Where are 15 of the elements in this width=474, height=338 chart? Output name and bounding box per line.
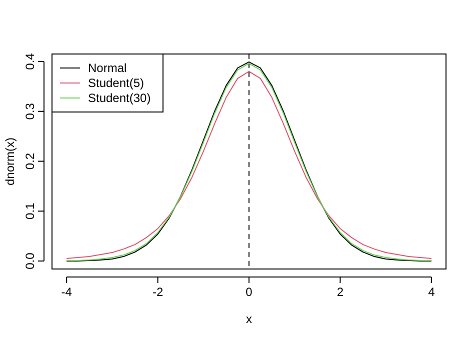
legend-label: Normal [88,61,127,75]
y-axis-title: dnorm(x) [3,137,17,186]
y-tick-label: 0.0 [23,252,37,270]
legend-label: Student(30) [88,91,151,105]
y-tick-label: 0.4 [23,52,37,70]
y-tick-label: 0.2 [23,152,37,170]
x-tick-label: -4 [61,285,72,299]
x-tick-label: -2 [152,285,164,299]
x-tick-label: 2 [336,285,344,299]
x-axis-title: x [246,312,252,326]
x-tick-label: 0 [246,285,253,299]
x-tick-label: 4 [428,285,436,299]
y-tick-label: 0.3 [23,102,37,120]
y-tick-label: 0.1 [23,202,37,220]
legend-label: Student(5) [88,76,144,90]
